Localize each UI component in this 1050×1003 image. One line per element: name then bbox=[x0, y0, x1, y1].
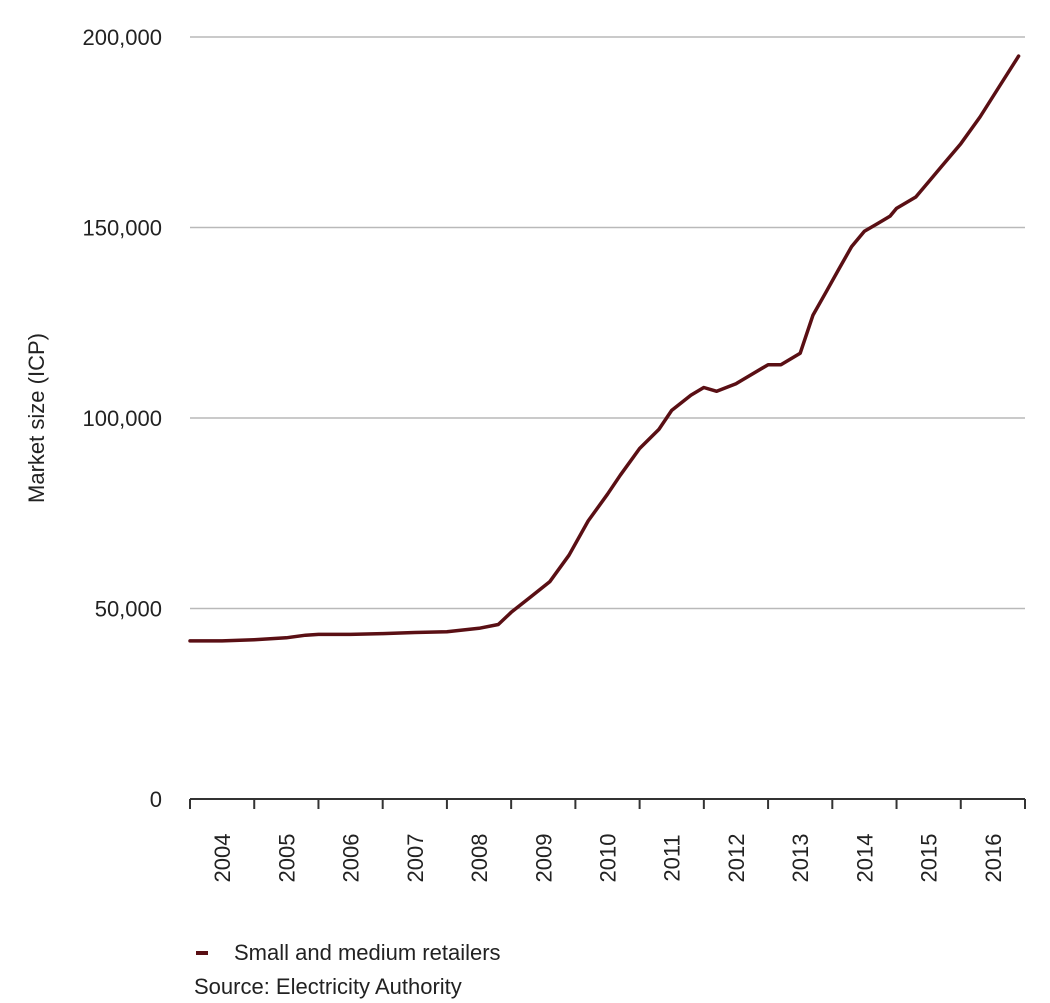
legend-label: Small and medium retailers bbox=[234, 940, 501, 965]
y-axis-label: Market size (ICP) bbox=[24, 333, 49, 503]
x-tick-label: 2014 bbox=[852, 834, 877, 883]
x-tick-label: 2006 bbox=[339, 834, 364, 883]
legend: Small and medium retailers bbox=[196, 938, 501, 968]
y-tick-label: 0 bbox=[150, 787, 162, 812]
x-tick-label: 2004 bbox=[210, 834, 235, 883]
x-tick-label: 2008 bbox=[467, 834, 492, 883]
x-tick-label: 2012 bbox=[724, 834, 749, 883]
gridlines bbox=[190, 36, 1025, 610]
y-tick-label: 200,000 bbox=[82, 25, 162, 50]
y-tick-label: 150,000 bbox=[82, 216, 162, 241]
y-tick-label: 100,000 bbox=[82, 406, 162, 431]
source-note: Source: Electricity Authority bbox=[194, 974, 462, 999]
y-tick-label: 50,000 bbox=[95, 597, 162, 622]
x-tick-label: 2013 bbox=[788, 834, 813, 883]
x-axis-ticks: 2004 2005 2006 2007 2008 2009 2010 2011 2012 2013… bbox=[189, 799, 1026, 883]
x-tick-label: 2015 bbox=[917, 834, 942, 883]
legend-swatch bbox=[196, 951, 208, 955]
series-line-small-and-medium-retailers bbox=[188, 54, 1021, 643]
x-tick-label: 2007 bbox=[403, 834, 428, 883]
x-tick-label: 2011 bbox=[660, 834, 685, 881]
x-tick-label: 2010 bbox=[596, 834, 621, 883]
x-tick-label: 2005 bbox=[274, 834, 299, 883]
x-tick-label: 2016 bbox=[981, 834, 1006, 883]
x-tick-label: 2009 bbox=[531, 834, 556, 883]
y-axis-ticks: 0 50,000 100,000 150,000 200,000 bbox=[82, 25, 162, 812]
